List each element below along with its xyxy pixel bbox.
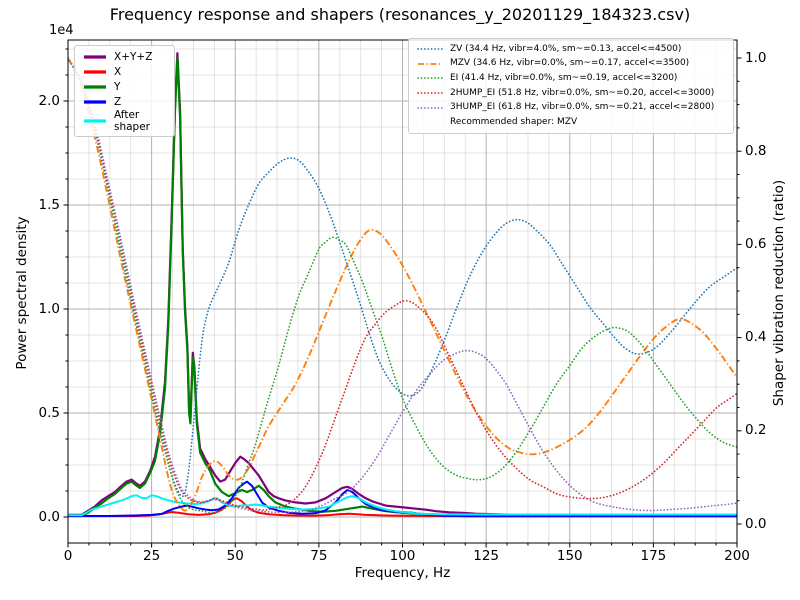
legend-label: ZV (34.4 Hz, vibr=4.0%, sm~=0.13, accel<… [450, 43, 682, 54]
legend-line-sample [417, 92, 443, 94]
ticks [63, 48, 742, 548]
series-shaper_3hump_ei [68, 57, 737, 514]
series-shaper_ei [68, 57, 737, 514]
series-shaper_mzv [68, 57, 737, 512]
ratio-tick-label: 0.8 [745, 142, 767, 159]
legend-item-zv: ZV (34.4 Hz, vibr=4.0%, sm~=0.13, accel<… [416, 42, 726, 57]
legend-label: 2HUMP_EI (51.8 Hz, vibr=0.0%, sm~=0.20, … [450, 87, 715, 98]
ratio-tick-label: 0.0 [745, 515, 767, 532]
legend-item-x-y-z: X+Y+Z [82, 49, 167, 64]
legend-label: Y [114, 80, 121, 93]
psd-tick-label: 1.0 [38, 300, 60, 317]
legend-item-2hump_ei: 2HUMP_EI (51.8 Hz, vibr=0.0%, sm~=0.20, … [416, 86, 726, 101]
x-tick-label: 50 [226, 548, 244, 564]
legend-label: X+Y+Z [114, 50, 153, 63]
ratio-tick-label: 1.0 [745, 49, 767, 66]
legend-item-y: Y [82, 79, 167, 94]
x-tick-label: 75 [310, 548, 328, 564]
legend-label: MZV (34.6 Hz, vibr=0.0%, sm~=0.17, accel… [450, 58, 690, 69]
legend-label: EI (41.4 Hz, vibr=0.0%, sm~=0.19, accel<… [450, 72, 678, 83]
legend-line-sample [84, 119, 106, 123]
series-shaper_2hump_ei [68, 57, 737, 511]
legend-line-sample [84, 84, 106, 89]
legend-note-recommended-shaper: Recommended shaper: MZV [416, 115, 726, 130]
psd-tick-label: 1.5 [38, 196, 60, 213]
ratio-tick-label: 0.4 [745, 329, 767, 346]
legend-item-mzv: MZV (34.6 Hz, vibr=0.0%, sm~=0.17, accel… [416, 57, 726, 72]
x-tick-label: 200 [724, 548, 750, 564]
legend-line-sample [417, 48, 443, 51]
legend-line-sample [418, 63, 442, 65]
x-tick-label: 150 [556, 548, 583, 564]
x-tick-label: 175 [640, 548, 667, 564]
psd-axis-multiplier: 1e4 [49, 23, 74, 38]
legend-item-x: X [82, 64, 167, 79]
psd-tick-label: 0.5 [38, 404, 60, 421]
legend-psd-sources: X+Y+Z X Y Z After shaper [74, 45, 175, 137]
legend-label: Recommended shaper: MZV [450, 116, 578, 127]
x-tick-label: 25 [143, 548, 161, 564]
ratio-axis-label: Shaper vibration reduction (ratio) [771, 179, 787, 407]
legend-label: After shaper [114, 109, 151, 133]
legend-item-after-shaper: After shaper [82, 109, 167, 133]
ratio-tick-label: 0.2 [745, 422, 767, 439]
x-axis-label: Frequency, Hz [354, 565, 451, 581]
legend-item-ei: EI (41.4 Hz, vibr=0.0%, sm~=0.19, accel<… [416, 71, 726, 86]
legend-item-z: Z [82, 94, 167, 109]
legend-line-sample [417, 77, 443, 80]
legend-label: 3HUMP_EI (61.8 Hz, vibr=0.0%, sm~=0.21, … [450, 102, 715, 113]
chart-title: Frequency response and shapers (resonanc… [109, 5, 691, 24]
x-tick-label: 100 [389, 548, 416, 564]
legend-item-3hump_ei: 3HUMP_EI (61.8 Hz, vibr=0.0%, sm~=0.21, … [416, 100, 726, 115]
ratio-tick-label: 0.6 [745, 235, 767, 252]
legend-label: X [114, 65, 122, 78]
legend-label: Z [114, 95, 122, 108]
legend-line-sample [84, 99, 106, 104]
curves [68, 52, 737, 518]
psd-axis-label: Power spectral density [14, 216, 30, 370]
x-tick-label: 125 [473, 548, 500, 564]
series-psd_y [68, 56, 737, 518]
legend-shapers: ZV (34.4 Hz, vibr=4.0%, sm~=0.13, accel<… [408, 38, 734, 134]
psd-tick-label: 0.0 [38, 508, 60, 525]
series-psd_x [68, 497, 737, 518]
legend-spacer [416, 117, 444, 127]
legend-line-sample [84, 54, 106, 59]
series-shaper_zv [68, 57, 737, 498]
legend-line-sample [417, 106, 443, 109]
psd-tick-label: 2.0 [38, 92, 60, 109]
x-tick-label: 0 [63, 548, 73, 564]
legend-line-sample [84, 69, 106, 74]
